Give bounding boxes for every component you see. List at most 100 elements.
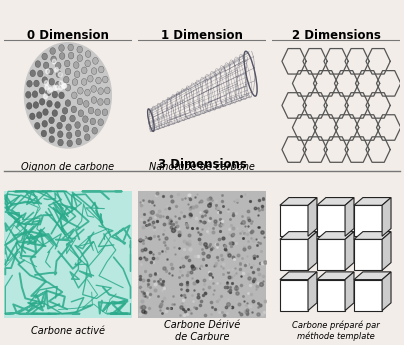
Circle shape bbox=[35, 61, 41, 68]
Circle shape bbox=[29, 113, 35, 120]
Circle shape bbox=[52, 59, 56, 64]
Circle shape bbox=[90, 118, 96, 125]
Polygon shape bbox=[317, 279, 345, 311]
Circle shape bbox=[55, 62, 61, 69]
FancyBboxPatch shape bbox=[138, 191, 266, 318]
Circle shape bbox=[50, 48, 55, 55]
Polygon shape bbox=[317, 239, 345, 270]
Circle shape bbox=[49, 117, 55, 124]
Circle shape bbox=[44, 81, 48, 85]
Polygon shape bbox=[382, 231, 391, 270]
Circle shape bbox=[99, 66, 104, 73]
Circle shape bbox=[84, 89, 90, 96]
Circle shape bbox=[55, 85, 59, 90]
Circle shape bbox=[49, 127, 55, 134]
Circle shape bbox=[49, 136, 55, 142]
Circle shape bbox=[39, 87, 45, 94]
Circle shape bbox=[103, 76, 108, 83]
Circle shape bbox=[91, 86, 97, 92]
FancyBboxPatch shape bbox=[4, 191, 132, 318]
Polygon shape bbox=[317, 272, 354, 279]
Circle shape bbox=[46, 69, 50, 73]
Circle shape bbox=[72, 92, 77, 99]
Polygon shape bbox=[308, 231, 317, 270]
Circle shape bbox=[59, 81, 63, 86]
Circle shape bbox=[78, 87, 83, 94]
Circle shape bbox=[56, 71, 62, 78]
Text: Carbone préparé par
méthode template: Carbone préparé par méthode template bbox=[292, 321, 380, 341]
Text: Oignon de carbone: Oignon de carbone bbox=[21, 161, 114, 171]
Circle shape bbox=[59, 86, 63, 90]
Circle shape bbox=[58, 139, 63, 146]
Circle shape bbox=[25, 43, 112, 148]
Circle shape bbox=[81, 79, 87, 85]
Circle shape bbox=[93, 58, 98, 64]
Circle shape bbox=[57, 122, 62, 129]
Circle shape bbox=[60, 115, 66, 122]
Circle shape bbox=[98, 119, 103, 126]
Circle shape bbox=[68, 52, 74, 59]
Text: Carbone Dérivé
de Carbure: Carbone Dérivé de Carbure bbox=[164, 320, 240, 342]
Polygon shape bbox=[280, 198, 317, 205]
Circle shape bbox=[51, 56, 57, 63]
Circle shape bbox=[91, 97, 97, 104]
Circle shape bbox=[38, 70, 43, 77]
Circle shape bbox=[102, 109, 108, 116]
Circle shape bbox=[58, 72, 62, 77]
Circle shape bbox=[82, 67, 87, 74]
Polygon shape bbox=[280, 231, 317, 239]
Polygon shape bbox=[308, 198, 317, 236]
Circle shape bbox=[62, 84, 66, 88]
Text: 1 Dimension: 1 Dimension bbox=[161, 29, 243, 42]
Circle shape bbox=[47, 89, 51, 93]
Circle shape bbox=[55, 81, 61, 88]
Circle shape bbox=[27, 80, 32, 87]
Polygon shape bbox=[345, 198, 354, 236]
Circle shape bbox=[91, 68, 97, 75]
Circle shape bbox=[41, 130, 47, 137]
Circle shape bbox=[71, 106, 77, 113]
Polygon shape bbox=[308, 272, 317, 310]
Polygon shape bbox=[345, 231, 354, 270]
Circle shape bbox=[39, 98, 45, 105]
Polygon shape bbox=[382, 272, 391, 310]
Polygon shape bbox=[354, 205, 382, 236]
Polygon shape bbox=[280, 205, 308, 236]
Polygon shape bbox=[354, 198, 391, 205]
Text: Carbone activé: Carbone activé bbox=[31, 326, 105, 336]
Circle shape bbox=[59, 53, 65, 59]
Polygon shape bbox=[317, 205, 345, 236]
Polygon shape bbox=[317, 231, 354, 239]
Polygon shape bbox=[382, 198, 391, 236]
Polygon shape bbox=[354, 279, 382, 311]
Circle shape bbox=[32, 91, 38, 98]
Circle shape bbox=[57, 131, 63, 138]
Circle shape bbox=[92, 127, 97, 134]
Circle shape bbox=[63, 83, 67, 88]
Polygon shape bbox=[280, 279, 308, 311]
Circle shape bbox=[65, 100, 71, 107]
Text: 2 Dimensions: 2 Dimensions bbox=[292, 29, 381, 42]
Circle shape bbox=[83, 125, 89, 132]
Polygon shape bbox=[317, 198, 354, 205]
Polygon shape bbox=[354, 231, 391, 239]
Circle shape bbox=[34, 80, 39, 87]
Circle shape bbox=[77, 55, 83, 61]
Circle shape bbox=[63, 76, 69, 83]
Circle shape bbox=[98, 99, 103, 105]
Circle shape bbox=[49, 78, 55, 85]
Circle shape bbox=[52, 91, 58, 98]
Circle shape bbox=[88, 75, 93, 82]
Circle shape bbox=[67, 140, 72, 147]
Circle shape bbox=[44, 94, 47, 99]
Circle shape bbox=[68, 44, 74, 51]
Circle shape bbox=[84, 134, 90, 141]
Circle shape bbox=[66, 132, 72, 139]
Circle shape bbox=[65, 84, 71, 91]
Circle shape bbox=[74, 62, 79, 69]
Circle shape bbox=[78, 110, 84, 117]
Circle shape bbox=[42, 53, 47, 60]
Circle shape bbox=[25, 91, 31, 98]
Circle shape bbox=[75, 130, 81, 137]
Circle shape bbox=[66, 124, 72, 131]
